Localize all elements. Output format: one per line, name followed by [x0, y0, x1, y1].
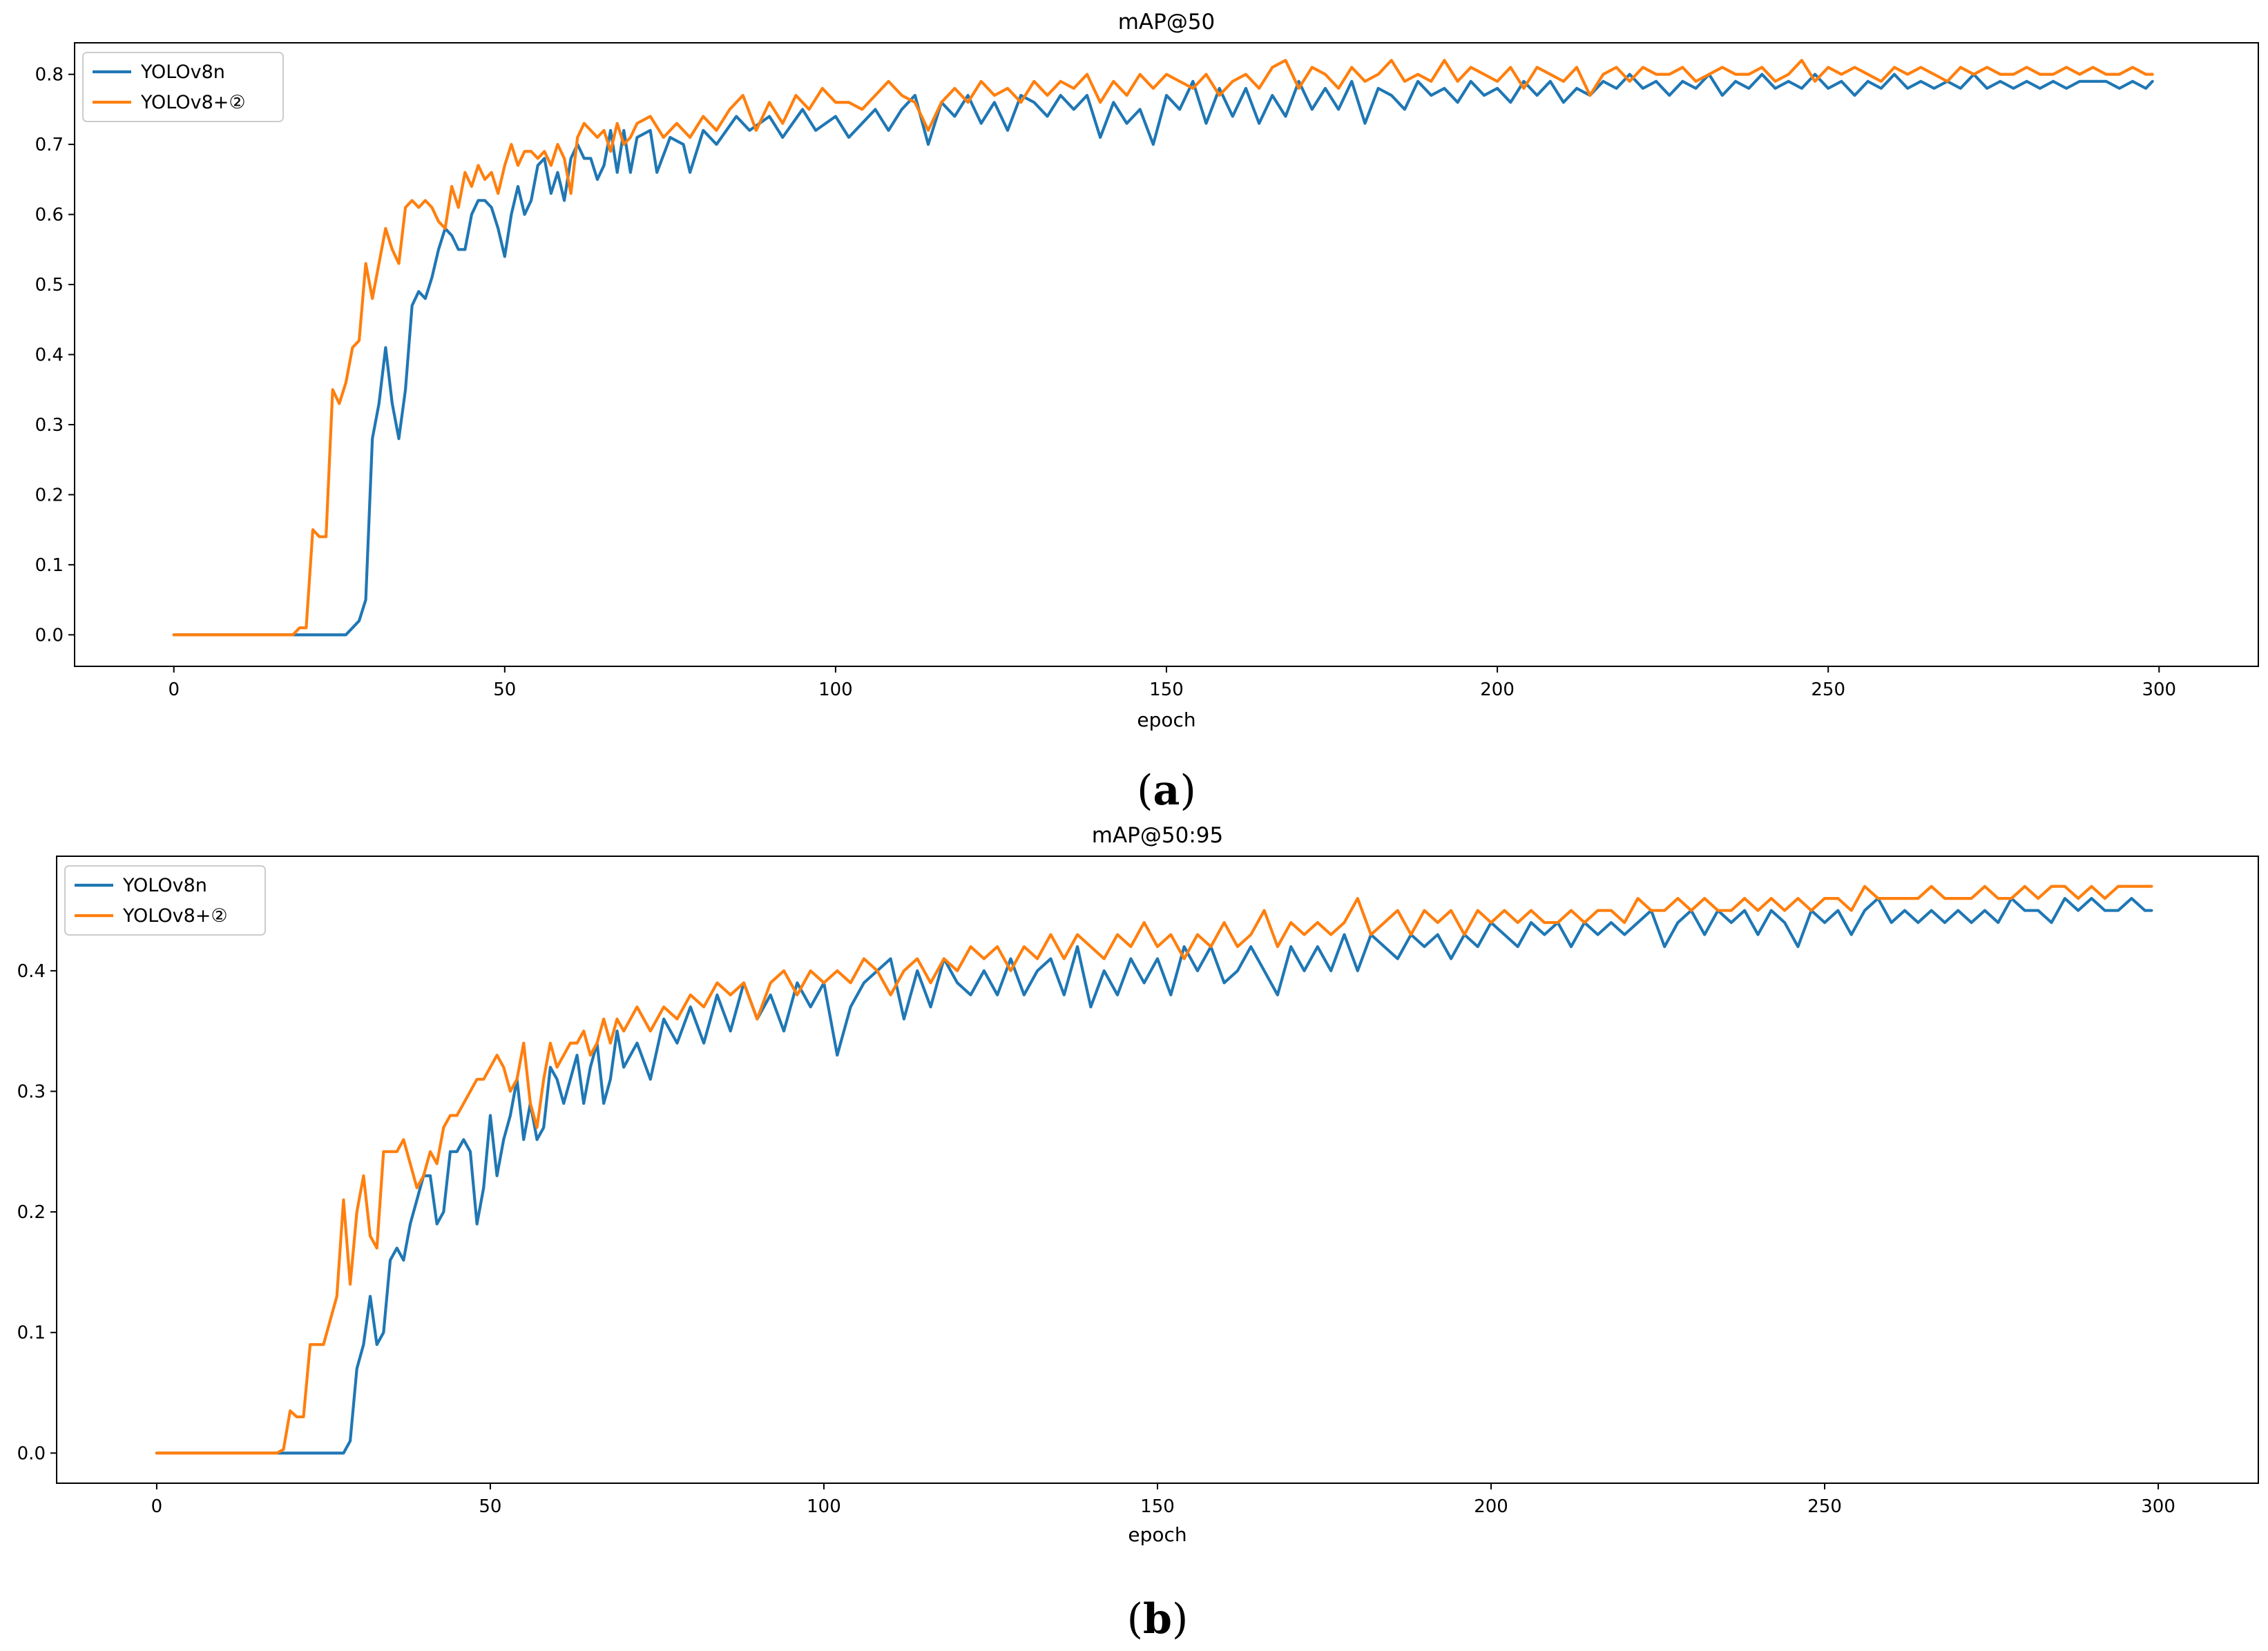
series-group	[172, 59, 2154, 637]
x-tick-label: 50	[493, 679, 516, 700]
x-axis-label: epoch	[1137, 708, 1195, 731]
series-line-yolov8n	[172, 73, 2154, 637]
series-group	[155, 885, 2153, 1455]
x-tick-label: 250	[1811, 679, 1845, 700]
x-tick-label: 300	[2141, 1496, 2175, 1517]
legend-box	[82, 52, 284, 122]
x-tick-label: 300	[2142, 679, 2176, 700]
y-tick-label: 0.8	[35, 65, 64, 86]
legend-label-yolov8: YOLOv8+②	[122, 905, 228, 927]
y-tick-label: 0.0	[35, 625, 64, 646]
figure-caption: (a)	[1137, 766, 1196, 815]
x-tick-label: 150	[1140, 1496, 1175, 1517]
x-tick-label: 0	[151, 1496, 163, 1517]
x-tick-label: 100	[818, 679, 853, 700]
caption-open-paren: (	[1137, 766, 1153, 815]
y-tick-label: 0.2	[35, 485, 64, 505]
x-tick-label: 0	[168, 679, 180, 700]
x-tick-label: 250	[1807, 1496, 1842, 1517]
y-tick-label: 0.3	[17, 1082, 46, 1103]
y-tick-label: 0.0	[17, 1443, 46, 1464]
x-tick-label: 150	[1149, 679, 1184, 700]
series-line-yolov8	[155, 885, 2153, 1455]
x-tick-label: 200	[1480, 679, 1515, 700]
caption-close-paren: )	[1180, 766, 1195, 815]
x-tick-label: 200	[1474, 1496, 1508, 1517]
chart-title: mAP@50:95	[1092, 823, 1223, 848]
x-tick-label: 50	[479, 1496, 501, 1517]
y-tick-label: 0.1	[35, 555, 64, 576]
y-tick-label: 0.2	[17, 1202, 46, 1223]
x-axis-label: epoch	[1128, 1523, 1186, 1546]
chart-map50: mAP@50 0 50 100 150 200 250 300 0.0 0.1 0.2 0.3 0.4 0…	[35, 10, 2259, 815]
y-tick-label: 0.6	[35, 205, 64, 226]
x-tick-label: 100	[807, 1496, 841, 1517]
legend: YOLOv8n YOLOv8+②	[64, 865, 266, 936]
legend: YOLOv8n YOLOv8+②	[82, 52, 284, 122]
series-line-yolov8n	[155, 897, 2153, 1455]
legend-label-yolov8: YOLOv8+②	[140, 92, 246, 113]
legend-box	[64, 865, 266, 936]
caption-open-paren: (	[1127, 1595, 1143, 1643]
caption-letter: b	[1143, 1595, 1172, 1643]
legend-label-yolov8n: YOLOv8n	[122, 875, 207, 896]
y-tick-label: 0.4	[17, 961, 46, 982]
y-tick-label: 0.4	[35, 345, 64, 366]
chart-map50-95: mAP@50:95 0 50 100 150 200 250 300 0.0 0.1 0.2 0.3 0…	[17, 823, 2259, 1643]
y-tick-label: 0.5	[35, 275, 64, 296]
chart-title: mAP@50	[1118, 10, 1215, 35]
series-line-yolov8	[172, 59, 2154, 637]
y-tick-label: 0.3	[35, 415, 64, 436]
y-tick-label: 0.7	[35, 135, 64, 155]
y-tick-label: 0.1	[17, 1323, 46, 1344]
caption-letter: a	[1153, 766, 1180, 815]
legend-label-yolov8n: YOLOv8n	[140, 61, 225, 83]
caption-close-paren: )	[1172, 1595, 1188, 1643]
figure-caption: (b)	[1127, 1595, 1189, 1643]
